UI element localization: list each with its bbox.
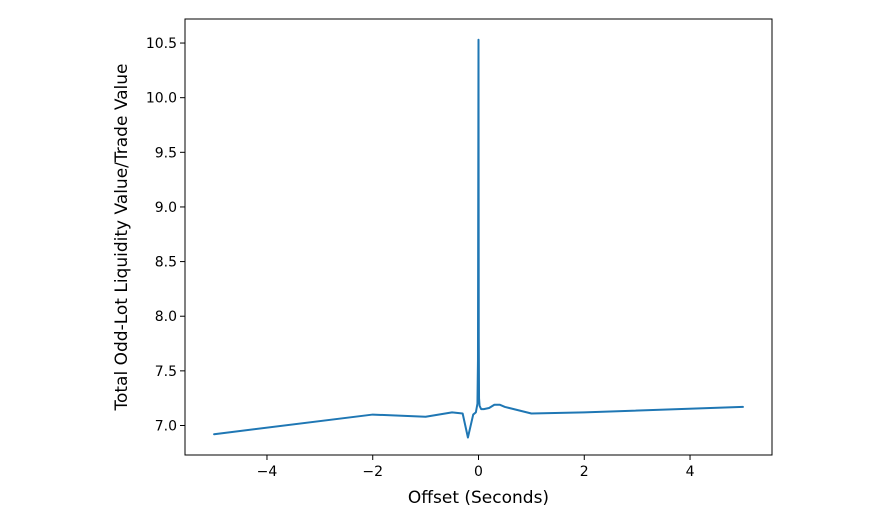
y-tick-label: 10.0 — [146, 91, 177, 107]
x-tick-label: 0 — [474, 464, 483, 480]
y-tick-label: 8.5 — [155, 255, 177, 271]
y-tick-label: 8.0 — [155, 309, 177, 325]
y-axis-label: Total Odd-Lot Liquidity Value/Trade Valu… — [112, 63, 132, 411]
y-tick-label: 10.5 — [146, 36, 177, 52]
x-tick-label: −2 — [362, 464, 383, 480]
series-line-0 — [213, 38, 744, 439]
plot-frame — [184, 18, 773, 456]
y-tick-label: 7.0 — [155, 418, 177, 434]
y-tick-label: 9.0 — [155, 200, 177, 216]
y-tick-label: 7.5 — [155, 364, 177, 380]
y-tick-label: 9.5 — [155, 145, 177, 161]
x-tick-label: 4 — [686, 464, 695, 480]
x-axis-label: Offset (Seconds) — [408, 488, 549, 508]
x-tick-label: −4 — [257, 464, 278, 480]
series-group — [213, 38, 744, 439]
x-tick-label: 2 — [580, 464, 589, 480]
axis-ticks: −4 −2 0 2 4 7.0 7.5 8.0 8.5 9.0 9.5 10.0 10.5 — [146, 36, 695, 480]
